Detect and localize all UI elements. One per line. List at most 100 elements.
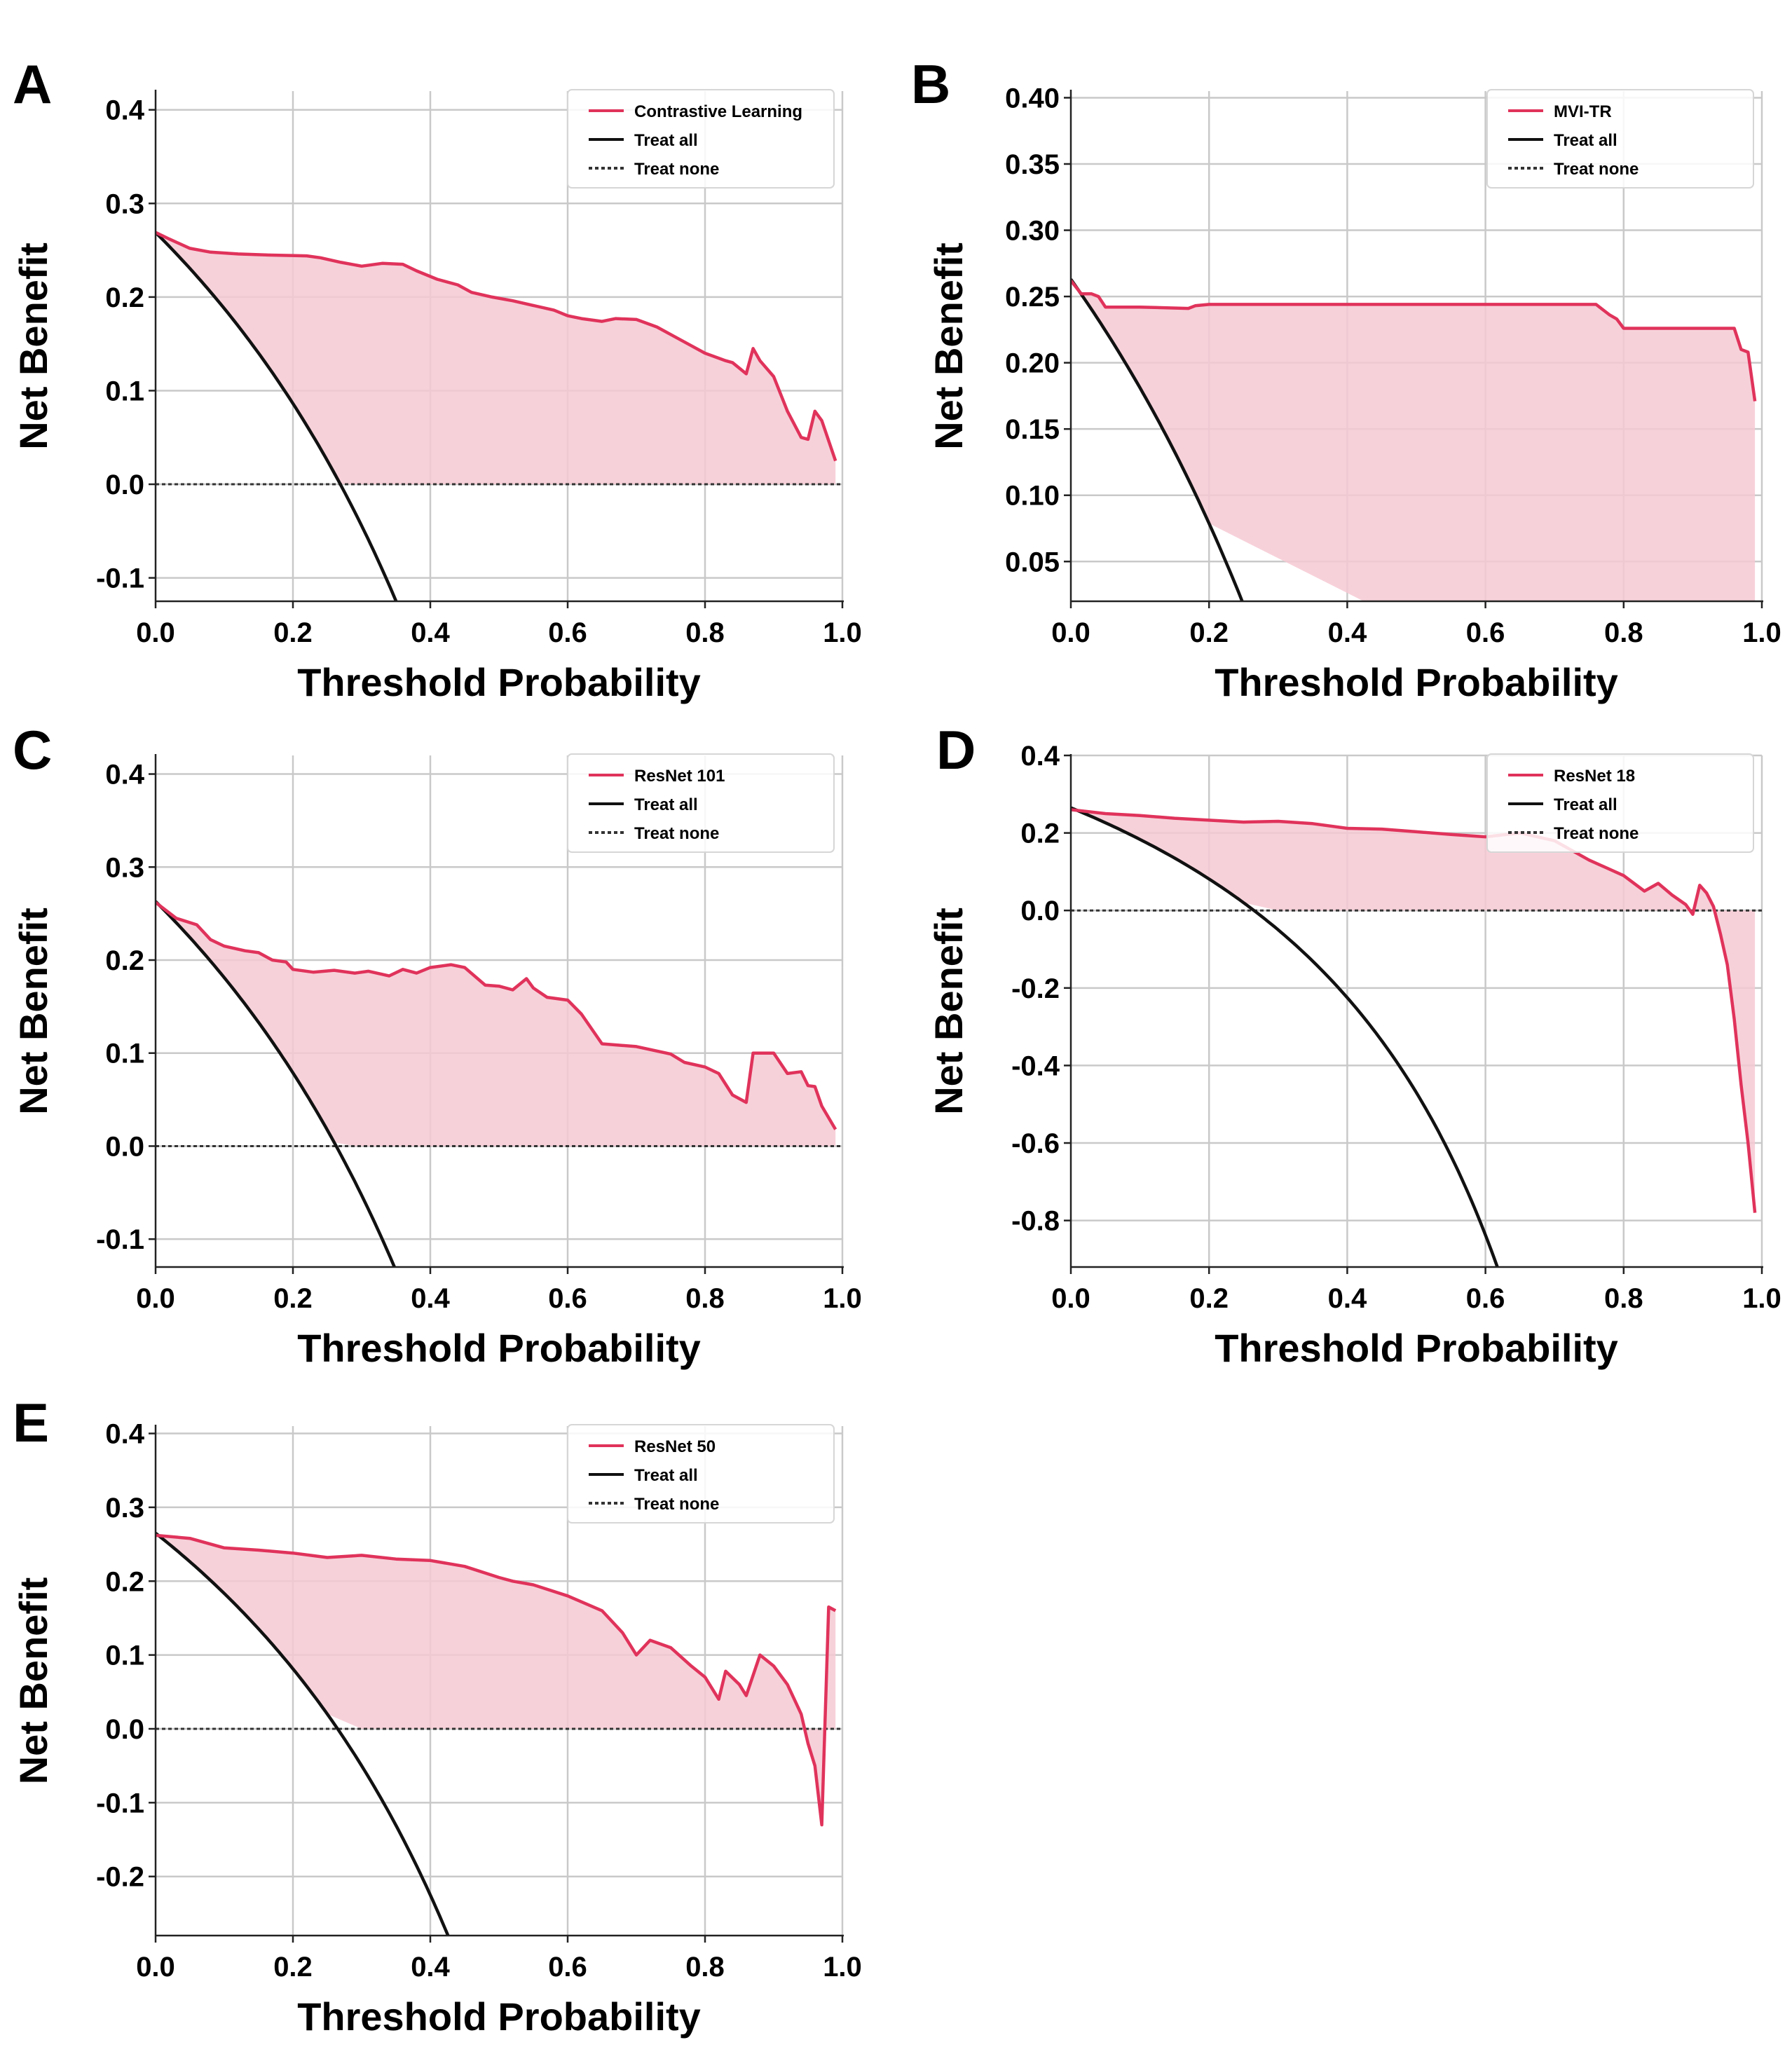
panel-d: D 0.0 0.2 0.4 0.6 0.8 1.0 -0.8 -0.6 -0.4 -0.2 0.0 0.… (926, 719, 1781, 1370)
x-tick-label: 1.0 (823, 1283, 862, 1314)
legend-label: Contrastive Learning (634, 102, 802, 121)
legend-label: Treat all (1554, 131, 1617, 150)
legend-label: Treat none (634, 160, 719, 179)
x-axis-title: Threshold Probability (297, 1994, 701, 2039)
x-tick-label: 0.4 (411, 1283, 450, 1314)
legend-label: Treat none (634, 824, 719, 843)
x-tick-label: 0.6 (548, 1952, 587, 1983)
x-axis-title: Threshold Probability (1215, 660, 1618, 704)
x-tick-label: 1.0 (823, 617, 862, 648)
legend-label: Treat all (634, 795, 698, 814)
y-axis-title: Net Benefit (926, 242, 971, 450)
y-tick-label: -0.8 (1011, 1206, 1060, 1237)
benefit-fill-area (1071, 807, 1756, 1213)
model-line-e (156, 1533, 837, 1827)
treat-all-line (156, 231, 398, 601)
panel-a: A 0.0 0.2 0.4 0.6 0.8 1.0 -0.1 0.0 0.1 0.2 0.3 0.4 Th… (11, 53, 862, 704)
y-tick-label: -0.2 (96, 1862, 144, 1893)
x-tick-label: 0.8 (1604, 617, 1643, 648)
y-tick-label: 0.0 (105, 1131, 144, 1162)
model-line-b (1071, 280, 1757, 402)
legend-label: ResNet 18 (1554, 767, 1635, 786)
x-tick-label: 0.6 (1466, 1283, 1505, 1314)
plot-area (1071, 806, 1762, 1267)
x-tick-label: 0.8 (1604, 1283, 1643, 1314)
benefit-fill-area (156, 1533, 836, 1825)
y-tick-label: 0.35 (1005, 149, 1060, 180)
treat-all-line (156, 900, 397, 1267)
legend: MVI-TR Treat all Treat none (1486, 89, 1754, 189)
x-tick-label: 0.0 (136, 1952, 175, 1983)
legend-label: Treat none (1554, 824, 1639, 843)
legend-label: ResNet 50 (634, 1437, 716, 1456)
legend-label: Treat all (634, 131, 698, 150)
legend-label: Treat none (634, 1495, 719, 1514)
y-axis-title: Net Benefit (11, 908, 55, 1115)
y-tick-label: 0.2 (105, 1566, 144, 1597)
benefit-fill-area (156, 232, 836, 484)
y-tick-label: 0.4 (105, 1419, 144, 1450)
x-tick-label: 0.4 (1328, 617, 1367, 648)
y-axis-title: Net Benefit (11, 1577, 55, 1785)
y-tick-label: -0.1 (96, 1788, 144, 1819)
x-tick-label: 0.6 (548, 617, 587, 648)
x-tick-label: 0.2 (273, 617, 313, 648)
x-tick-label: 0.2 (1189, 1283, 1229, 1314)
y-tick-label: 0.0 (105, 470, 144, 500)
x-tick-label: 0.2 (273, 1952, 313, 1983)
x-tick-label: 0.4 (1328, 1283, 1367, 1314)
plot-area (156, 900, 842, 1267)
y-tick-label: 0.20 (1005, 348, 1060, 379)
y-tick-label: -0.6 (1011, 1128, 1060, 1159)
legend-frame (1486, 89, 1754, 189)
y-axis-title: Net Benefit (926, 908, 971, 1115)
y-tick-label: 0.4 (1020, 741, 1060, 772)
x-tick-label: 0.0 (1051, 617, 1090, 648)
y-tick-label: 0.15 (1005, 414, 1060, 445)
y-tick-label: -0.1 (96, 1224, 144, 1255)
y-tick-label: 0.1 (105, 1641, 144, 1671)
x-tick-label: 0.0 (1051, 1283, 1090, 1314)
y-tick-label: 0.10 (1005, 481, 1060, 512)
model-line-d (1071, 808, 1757, 1213)
legend: ResNet 50 Treat all Treat none (567, 1424, 835, 1524)
y-tick-label: 0.0 (105, 1714, 144, 1745)
panel-letter-b: B (911, 53, 950, 115)
panel-e: E 0.0 0.2 0.4 0.6 0.8 1.0 -0.2 -0.1 0.0 0.1 0.2 0.3 0… (11, 1392, 862, 2039)
x-tick-label: 0.6 (1466, 617, 1505, 648)
x-tick-label: 1.0 (823, 1952, 862, 1983)
model-line-c (156, 901, 837, 1130)
legend: ResNet 18 Treat all Treat none (1486, 753, 1754, 853)
plot-area (1071, 278, 1757, 601)
legend-frame (567, 89, 835, 189)
x-axis-title: Threshold Probability (297, 660, 701, 704)
plot-area (156, 231, 842, 601)
plot-area (156, 1532, 842, 1936)
treat-all-line (1071, 278, 1244, 601)
treat-all-line (1071, 806, 1499, 1267)
y-tick-label: 0.4 (105, 760, 144, 790)
legend-label: MVI-TR (1554, 102, 1612, 121)
y-tick-label: 0.05 (1005, 547, 1060, 577)
x-axis-title: Threshold Probability (297, 1326, 701, 1370)
x-tick-label: 1.0 (1742, 617, 1781, 648)
y-tick-label: 0.0 (1020, 896, 1060, 926)
legend-frame (567, 753, 835, 853)
x-tick-label: 0.4 (411, 1952, 450, 1983)
legend-label: Treat all (1554, 795, 1617, 814)
legend-frame (567, 1424, 835, 1524)
benefit-fill-area (156, 901, 836, 1146)
x-axis-title: Threshold Probability (1215, 1326, 1618, 1370)
x-tick-label: 0.8 (685, 617, 725, 648)
y-tick-label: -0.1 (96, 563, 144, 594)
y-tick-label: 0.40 (1005, 83, 1060, 114)
model-line-a (156, 231, 837, 462)
panel-letter-a: A (13, 53, 52, 115)
y-tick-label: 0.2 (1020, 819, 1060, 849)
y-tick-label: 0.2 (105, 945, 144, 976)
x-tick-label: 0.8 (685, 1283, 725, 1314)
panel-letter-c: C (13, 719, 52, 781)
x-tick-label: 0.6 (548, 1283, 587, 1314)
y-tick-label: 0.4 (105, 95, 144, 126)
panel-letter-e: E (13, 1392, 49, 1453)
